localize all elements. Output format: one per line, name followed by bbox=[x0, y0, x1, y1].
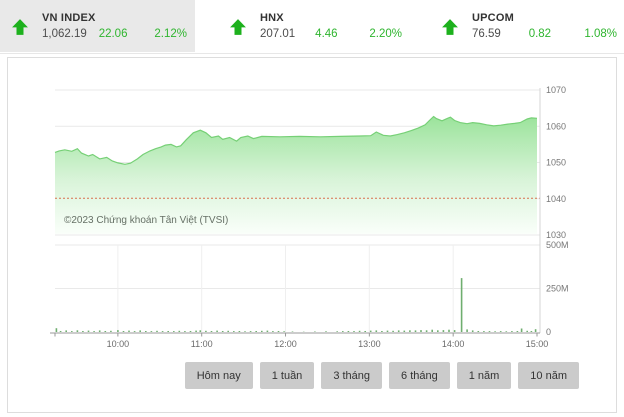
copyright-watermark: ©2023 Chứng khoán Tân Việt (TVSI) bbox=[64, 215, 229, 226]
index-name: UPCOM bbox=[472, 12, 514, 24]
index-change-percent: 1.08% bbox=[584, 28, 617, 40]
index-tabs: VN INDEX 1,062.19 22.06 2.12% HNX 207.01… bbox=[0, 0, 624, 54]
range-button-1-year[interactable]: 1 năm bbox=[456, 362, 512, 389]
range-button-today[interactable]: Hôm nay bbox=[184, 362, 253, 389]
index-change: 4.46 bbox=[315, 28, 338, 40]
tab-hnx[interactable]: HNX 207.01 4.46 2.20% bbox=[220, 0, 410, 52]
range-button-6-months[interactable]: 6 tháng bbox=[389, 362, 450, 389]
chart-panel bbox=[7, 57, 617, 413]
tab-vn-index[interactable]: VN INDEX 1,062.19 22.06 2.12% bbox=[0, 0, 195, 52]
up-arrow-icon bbox=[230, 18, 246, 35]
time-range-buttons: Hôm nay 1 tuần 3 tháng 6 tháng 1 năm 10 … bbox=[184, 362, 579, 389]
range-button-10-years[interactable]: 10 năm bbox=[518, 362, 579, 389]
up-arrow-icon bbox=[442, 18, 458, 35]
tab-upcom[interactable]: UPCOM 76.59 0.82 1.08% bbox=[432, 0, 624, 52]
index-change-percent: 2.12% bbox=[154, 28, 187, 40]
index-change-percent: 2.20% bbox=[369, 28, 402, 40]
range-button-1-week[interactable]: 1 tuần bbox=[259, 362, 315, 389]
index-value: 76.59 bbox=[472, 28, 501, 40]
index-value: 207.01 bbox=[260, 28, 296, 40]
index-change: 0.82 bbox=[528, 28, 552, 40]
index-value: 1,062.19 bbox=[42, 28, 87, 40]
index-name: VN INDEX bbox=[42, 12, 96, 24]
index-name: HNX bbox=[260, 12, 284, 24]
index-change: 22.06 bbox=[98, 28, 128, 40]
up-arrow-icon bbox=[12, 18, 28, 35]
range-button-3-months[interactable]: 3 tháng bbox=[321, 362, 383, 389]
